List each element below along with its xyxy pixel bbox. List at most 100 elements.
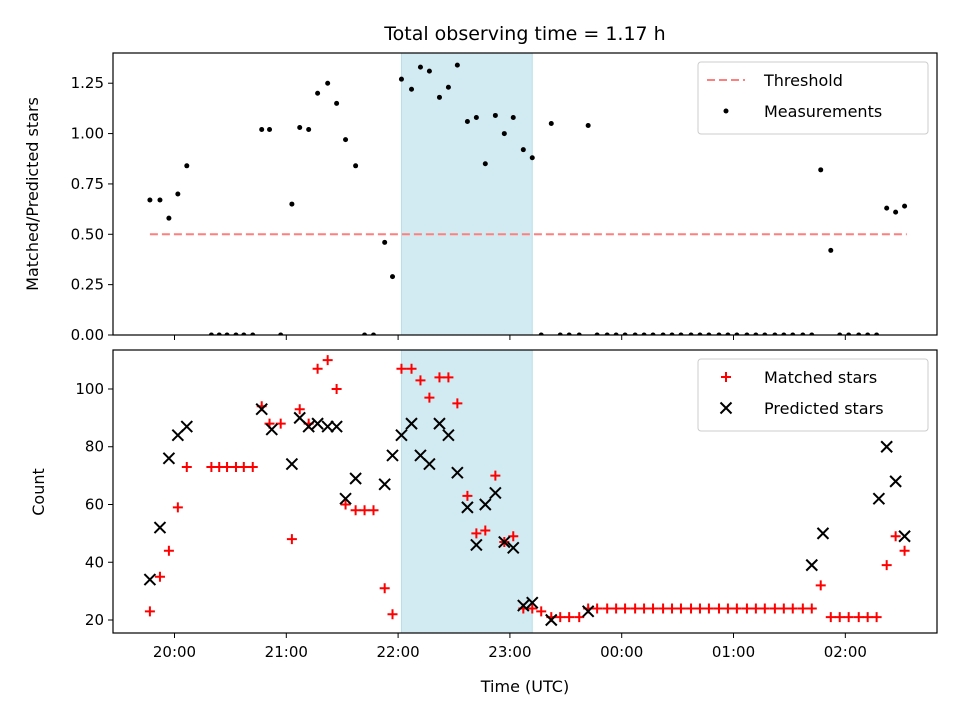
x-tick-label: 20:00 — [153, 643, 196, 661]
matched-star-point — [630, 603, 640, 613]
measurement-point — [511, 115, 516, 120]
matched-star-point — [751, 603, 761, 613]
x-tick-label: 00:00 — [600, 643, 643, 661]
matched-star-point — [164, 546, 174, 556]
chart-title: Total observing time = 1.17 h — [383, 23, 665, 45]
predicted-star-point — [350, 473, 361, 484]
measurement-point — [493, 113, 498, 118]
legend-label: Matched stars — [764, 368, 877, 387]
predicted-star-point — [379, 479, 390, 490]
measurement-point — [418, 65, 423, 70]
matched-star-point — [155, 572, 165, 582]
matched-star-point — [182, 462, 192, 472]
matched-star-point — [287, 534, 297, 544]
matched-star-point — [779, 603, 789, 613]
matched-star-point — [369, 505, 379, 515]
measurement-point — [465, 119, 470, 124]
matched-star-point — [844, 612, 854, 622]
matched-star-point — [248, 462, 258, 472]
matched-star-point — [380, 583, 390, 593]
predicted-star-point — [163, 453, 174, 464]
y-tick-label: 1.00 — [71, 125, 104, 143]
x-tick-label: 21:00 — [265, 643, 308, 661]
legend: ThresholdMeasurements — [698, 62, 928, 134]
measurement-point — [184, 163, 189, 168]
predicted-star-point — [144, 574, 155, 585]
matched-star-point — [742, 603, 752, 613]
legend-label: Threshold — [763, 71, 843, 90]
measurement-point — [437, 95, 442, 100]
measurement-point — [390, 274, 395, 279]
legend: Matched starsPredicted stars — [698, 359, 928, 431]
predicted-star-point — [266, 424, 277, 435]
ratio-axis-label: Matched/Predicted stars — [23, 97, 42, 291]
matched-star-point — [807, 603, 817, 613]
measurement-point — [828, 248, 833, 253]
measurement-point — [147, 198, 152, 203]
y-tick-label: 0.50 — [71, 225, 104, 243]
matched-star-point — [900, 546, 910, 556]
measurement-point — [399, 77, 404, 82]
matched-star-point — [388, 609, 398, 619]
matched-star-point — [360, 505, 370, 515]
observing-window-band — [401, 53, 532, 335]
matched-star-point — [854, 612, 864, 622]
y-tick-label: 0.75 — [71, 175, 104, 193]
x-tick-label: 22:00 — [376, 643, 419, 661]
matched-star-point — [835, 612, 845, 622]
predicted-star-point — [881, 441, 892, 452]
matched-star-point — [295, 404, 305, 414]
x-tick-label: 01:00 — [712, 643, 755, 661]
predicted-star-point — [806, 560, 817, 571]
matched-star-point — [313, 364, 323, 374]
matched-star-point — [826, 612, 836, 622]
ratio-panel: 0.00 0.25 0.50 0.75 1.00 1.25 Threshold Measure… — [71, 53, 937, 344]
predicted-star-point — [899, 531, 910, 542]
matched-star-point — [723, 603, 733, 613]
matched-star-point — [611, 603, 621, 613]
measurement-point — [455, 63, 460, 68]
measurement-point — [289, 202, 294, 207]
matched-star-point — [332, 384, 342, 394]
measurement-point — [818, 167, 823, 172]
matched-star-point — [145, 606, 155, 616]
matched-star-point — [788, 603, 798, 613]
measurement-point — [502, 131, 507, 136]
measurement-point — [521, 147, 526, 152]
matched-star-point — [173, 502, 183, 512]
matched-star-point — [704, 603, 714, 613]
matched-star-point — [770, 603, 780, 613]
legend-measurement-swatch — [724, 109, 729, 114]
measurement-point — [306, 127, 311, 132]
measurement-point — [409, 87, 414, 92]
matched-star-point — [564, 612, 574, 622]
measurement-point — [902, 204, 907, 209]
measurement-point — [175, 192, 180, 197]
count-axis-label: Count — [29, 468, 48, 516]
measurement-point — [315, 91, 320, 96]
measurement-point — [474, 115, 479, 120]
observing-chart: Total observing time = 1.17 h 0.000.250.… — [0, 0, 960, 720]
measurement-point — [382, 240, 387, 245]
x-tick-label: 02:00 — [824, 643, 867, 661]
matched-star-point — [239, 462, 249, 472]
measurement-point — [325, 81, 330, 86]
matched-star-point — [760, 603, 770, 613]
predicted-star-point — [181, 421, 192, 432]
y-tick-label: 100 — [75, 380, 104, 398]
matched-star-point — [222, 462, 232, 472]
predicted-star-point — [312, 418, 323, 429]
x-tick-label: 23:00 — [488, 643, 531, 661]
measurement-point — [267, 127, 272, 132]
predicted-star-point — [286, 459, 297, 470]
matched-star-point — [695, 603, 705, 613]
matched-star-point — [714, 603, 724, 613]
measurement-point — [586, 123, 591, 128]
matched-star-point — [667, 603, 677, 613]
predicted-star-point — [817, 528, 828, 539]
matched-star-point — [592, 603, 602, 613]
matched-star-point — [658, 603, 668, 613]
matched-star-point — [323, 355, 333, 365]
matched-star-point — [276, 419, 286, 429]
matched-star-point — [620, 603, 630, 613]
